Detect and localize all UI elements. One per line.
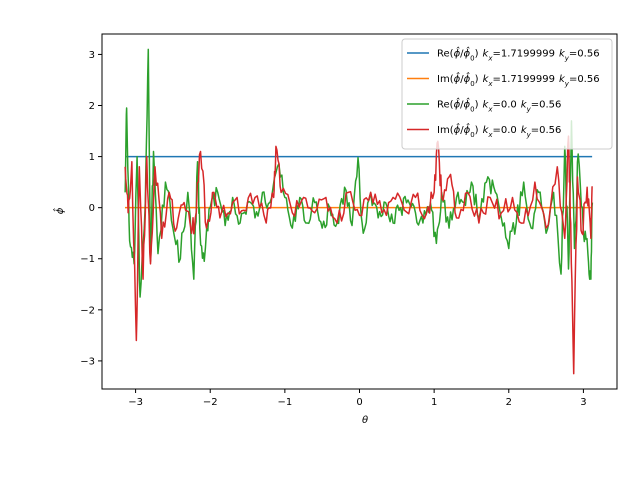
legend-label-part: x: [487, 131, 493, 139]
legend-label-part: /: [460, 125, 464, 136]
legend-label-part: ϕ̂: [464, 122, 471, 136]
legend-label-part: k: [483, 74, 490, 85]
y-tick-label: 2: [89, 101, 95, 112]
legend-label-part: Re(: [437, 49, 454, 60]
x-axis-ticks: −3 −2 −1 0 1 2 3: [128, 389, 587, 408]
legend-label-part: /: [460, 100, 464, 111]
legend-label-part: =0.56: [569, 74, 600, 85]
legend-label-part: x: [487, 80, 493, 88]
y-tick-label: 1: [89, 152, 95, 163]
legend-label-part: =0.0: [492, 100, 516, 111]
legend-label-part: =0.56: [531, 100, 562, 111]
legend-label-part: 0: [470, 55, 474, 63]
x-axis-label: θ: [362, 415, 368, 426]
y-tick-label: −2: [80, 305, 95, 316]
legend-label-part: =0.56: [569, 49, 600, 60]
legend-label-part: 0: [470, 106, 474, 114]
x-tick-label: −2: [203, 397, 218, 408]
legend-label-part: ϕ̂: [464, 46, 471, 60]
legend-label-2: Re(ϕ̂/ϕ̂0) kx=0.0 ky=0.56: [437, 97, 561, 114]
y-axis-label: ϕ̂: [52, 207, 66, 214]
legend-label-part: y: [526, 106, 532, 114]
legend-label-part: k: [483, 100, 490, 111]
legend-label-part: Im(: [437, 74, 454, 85]
legend-label-part: =1.7199999: [493, 74, 555, 85]
y-tick-label: −3: [80, 356, 95, 367]
legend-label-part: 0: [470, 80, 474, 88]
x-tick-label: 3: [580, 397, 586, 408]
y-tick-label: −1: [80, 254, 95, 265]
legend-label-0: Re(ϕ̂/ϕ̂0) kx=1.7199999 ky=0.56: [437, 46, 600, 63]
y-tick-label: 0: [89, 203, 95, 214]
legend-label-part: ϕ̂: [464, 97, 471, 111]
legend-label-part: ): [475, 100, 479, 111]
legend-label-part: =0.0: [493, 125, 517, 136]
x-tick-label: −1: [277, 397, 292, 408]
legend-label-part: =0.56: [531, 125, 562, 136]
x-tick-label: 1: [431, 397, 437, 408]
legend-label-part: ϕ̂: [454, 122, 461, 136]
legend-box: [401, 38, 613, 150]
series-layer: [124, 48, 594, 375]
legend-label-part: Im(: [437, 125, 454, 136]
legend-label-part: Re(: [437, 100, 454, 111]
y-tick-label: 3: [89, 50, 95, 61]
legend-label-part: ): [475, 125, 479, 136]
legend-label-part: y: [564, 80, 570, 88]
legend-label-part: /: [460, 74, 464, 85]
legend-label-part: y: [564, 55, 570, 63]
legend-label-part: ϕ̂: [454, 97, 461, 111]
legend-label-part: y: [526, 131, 532, 139]
legend-label-part: k: [559, 49, 566, 60]
legend-label-part: ϕ̂: [454, 71, 461, 85]
x-tick-label: 0: [356, 397, 362, 408]
legend-label-part: =1.7199999: [492, 49, 554, 60]
x-tick-label: 2: [506, 397, 512, 408]
legend-label-3: Im(ϕ̂/ϕ̂0) kx=0.0 ky=0.56: [437, 122, 561, 139]
legend-label-part: k: [483, 125, 490, 136]
legend-label-part: x: [487, 106, 493, 114]
legend-label-part: 0: [470, 131, 474, 139]
legend-label-part: k: [483, 49, 490, 60]
legend-label-part: x: [487, 55, 493, 63]
legend-label-part: ϕ̂: [454, 46, 461, 60]
legend-label-part: k: [559, 74, 566, 85]
legend-label-part: ϕ̂: [464, 71, 471, 85]
legend-label-part: k: [521, 125, 528, 136]
legend-label-part: k: [521, 100, 528, 111]
series-line-3: [124, 135, 593, 375]
legend-label-1: Im(ϕ̂/ϕ̂0) kx=1.7199999 ky=0.56: [437, 71, 600, 88]
legend-label-part: ): [475, 49, 479, 60]
legend-label-part: ): [475, 74, 479, 85]
y-axis-ticks: −3 −2 −1 0 1 2 3: [80, 50, 102, 367]
x-tick-label: −3: [128, 397, 143, 408]
series-line-2: [124, 48, 594, 298]
legend-label-part: /: [460, 49, 464, 60]
